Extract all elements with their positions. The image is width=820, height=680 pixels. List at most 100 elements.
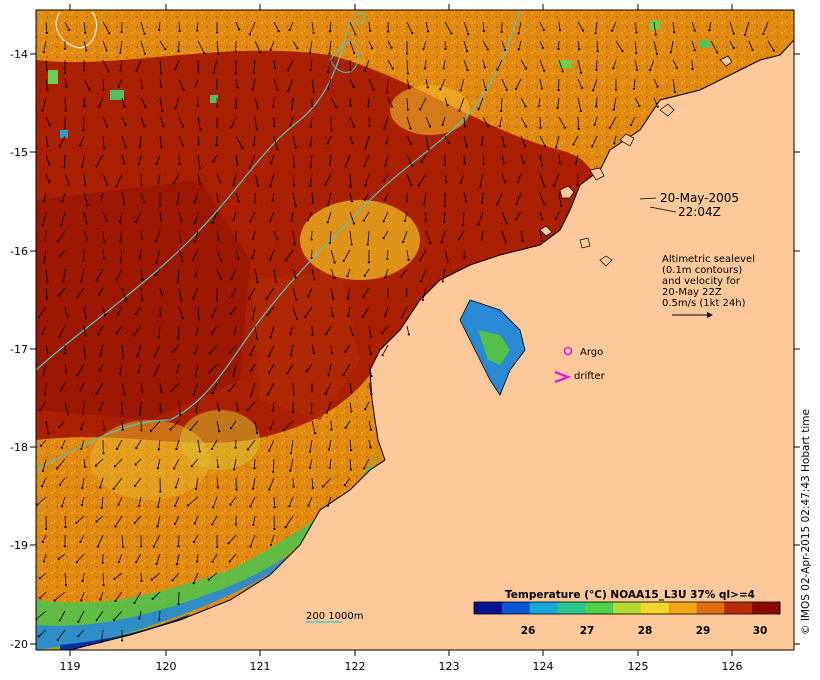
- velocity-arrow-head: [751, 48, 754, 51]
- velocity-arrow: [102, 306, 105, 314]
- velocity-arrow-head: [732, 32, 735, 35]
- velocity-arrow: [102, 78, 104, 89]
- velocity-arrow: [345, 154, 351, 165]
- velocity-arrow: [423, 40, 427, 48]
- velocity-arrow-head: [407, 258, 410, 261]
- velocity-arrow-head: [417, 184, 420, 187]
- velocity-arrow-head: [217, 52, 220, 55]
- velocity-arrow-head: [103, 241, 106, 244]
- velocity-arrow: [650, 59, 655, 69]
- velocity-arrow: [176, 477, 180, 487]
- velocity-arrow: [152, 572, 161, 579]
- velocity-arrow: [196, 553, 199, 561]
- velocity-arrow-head: [351, 142, 354, 145]
- velocity-arrow-head: [46, 144, 49, 147]
- velocity-arrow: [518, 40, 522, 48]
- velocity-arrow-head: [211, 391, 214, 395]
- velocity-arrow: [231, 420, 237, 428]
- velocity-arrow: [80, 135, 85, 144]
- velocity-arrow: [140, 268, 143, 279]
- velocity-arrow: [40, 591, 47, 598]
- velocity-arrow-head: [179, 413, 182, 416]
- velocity-arrow: [229, 382, 237, 391]
- velocity-arrow: [292, 287, 297, 299]
- velocity-arrow: [253, 59, 256, 71]
- velocity-arrow: [116, 591, 123, 600]
- velocity-arrow-head: [445, 180, 448, 183]
- velocity-arrow-head: [382, 220, 385, 223]
- velocity-arrow: [233, 363, 237, 375]
- velocity-arrow-head: [311, 333, 314, 336]
- velocity-arrow: [368, 21, 371, 30]
- velocity-arrow: [210, 344, 218, 352]
- velocity-arrow-head: [361, 315, 364, 318]
- velocity-arrow-head: [59, 389, 63, 392]
- velocity-arrow-head: [296, 47, 299, 50]
- velocity-arrow: [154, 534, 161, 546]
- velocity-arrow: [78, 610, 85, 621]
- axis-ticks: [30, 4, 800, 656]
- velocity-arrow: [121, 344, 124, 357]
- velocity-arrow-head: [283, 429, 286, 432]
- velocity-arrow: [159, 116, 164, 125]
- velocity-arrow: [406, 78, 410, 87]
- velocity-arrow-head: [269, 258, 272, 261]
- velocity-arrow-head: [65, 371, 68, 374]
- velocity-arrow-head: [273, 66, 276, 69]
- velocity-arrow: [101, 496, 104, 507]
- velocity-arrow: [612, 21, 617, 30]
- velocity-arrow-head: [45, 68, 49, 71]
- velocity-arrow-head: [140, 183, 143, 186]
- lat-tick-label: -17: [10, 343, 28, 356]
- velocity-arrow: [287, 363, 294, 373]
- velocity-arrow-head: [238, 28, 241, 31]
- velocity-arrow: [501, 211, 507, 223]
- velocity-arrow: [272, 401, 275, 410]
- velocity-arrow-head: [503, 48, 507, 51]
- velocity-arrow: [328, 135, 332, 143]
- velocity-arrow: [406, 59, 409, 72]
- velocity-arrow: [311, 420, 315, 432]
- velocity-arrow: [231, 496, 237, 504]
- velocity-arrow: [100, 401, 104, 409]
- velocity-arrow-head: [138, 504, 141, 507]
- velocity-arrow-head: [180, 219, 183, 222]
- velocity-arrow-head: [252, 523, 255, 526]
- velocity-arrow: [45, 173, 49, 181]
- velocity-arrow-head: [218, 430, 221, 433]
- velocity-arrow-head: [115, 331, 118, 335]
- velocity-arrow-head: [97, 332, 100, 336]
- velocity-arrow-head: [123, 202, 126, 205]
- velocity-arrow: [196, 21, 199, 29]
- velocity-arrow: [271, 534, 275, 544]
- velocity-arrow: [216, 477, 219, 487]
- velocity-arrow: [140, 40, 145, 53]
- velocity-arrow-head: [369, 29, 372, 32]
- velocity-arrow: [97, 382, 104, 393]
- velocity-arrow-head: [76, 374, 79, 377]
- velocity-arrow-head: [64, 109, 67, 112]
- velocity-arrow-head: [558, 162, 562, 165]
- velocity-arrow-head: [195, 333, 198, 336]
- velocity-arrow-head: [386, 294, 389, 298]
- sst-field: [36, 10, 794, 650]
- velocity-arrow-head: [181, 144, 184, 147]
- velocity-arrow-head: [543, 144, 546, 147]
- date-leader: [639, 197, 657, 200]
- velocity-arrow: [178, 230, 181, 241]
- velocity-arrow-head: [232, 184, 235, 187]
- velocity-arrow: [596, 59, 598, 69]
- velocity-arrow: [140, 116, 145, 125]
- velocity-arrow-head: [558, 28, 562, 32]
- velocity-arrow-head: [307, 504, 310, 507]
- colorbar: Temperature (°C) NOAA15_L3U 37% ql>=4 26…: [473, 589, 781, 637]
- velocity-arrow-head: [350, 449, 353, 452]
- velocity-arrow-head: [39, 444, 43, 447]
- velocity-arrow: [43, 553, 47, 561]
- velocity-arrow-head: [421, 298, 424, 302]
- velocity-arrow-head: [450, 32, 453, 35]
- velocity-arrow-head: [41, 223, 44, 226]
- velocity-arrow-head: [177, 602, 180, 606]
- velocity-arrow-head: [267, 354, 271, 358]
- velocity-arrow: [177, 192, 180, 203]
